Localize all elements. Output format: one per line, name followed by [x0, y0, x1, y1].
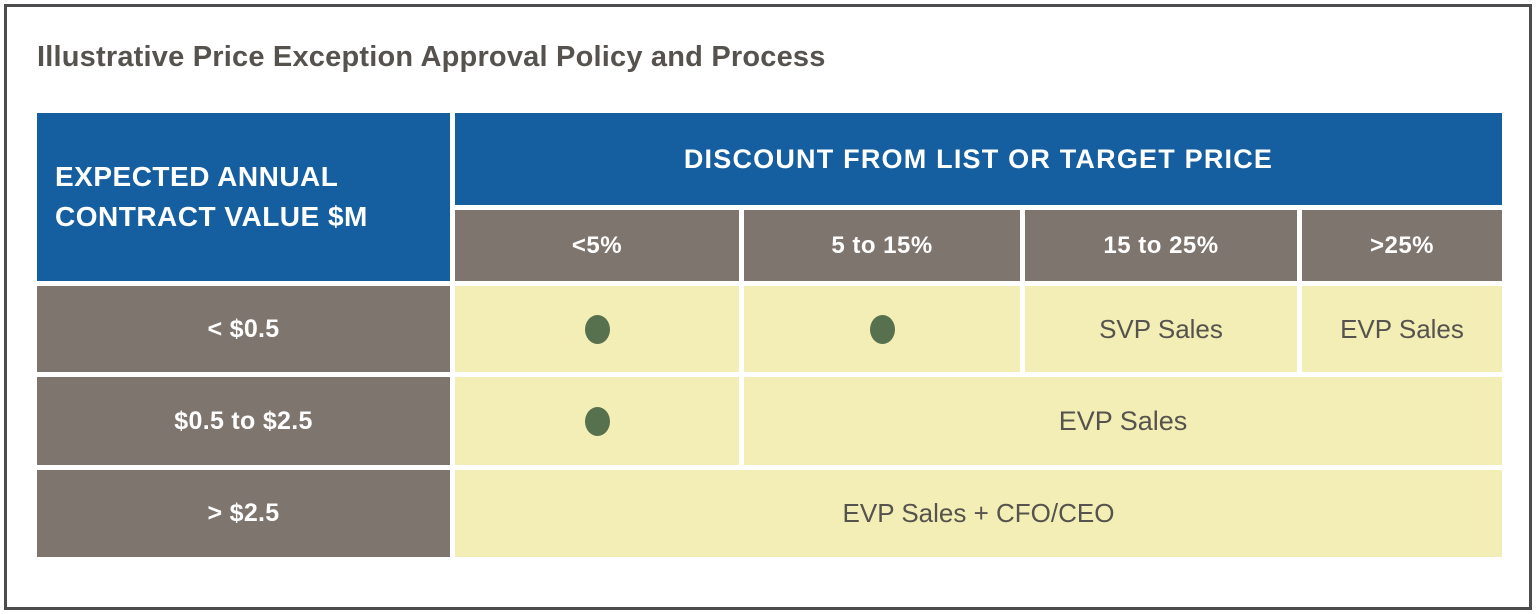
page-title: Illustrative Price Exception Approval Po…: [37, 41, 826, 73]
cell-row2-lt5pct-dot: [455, 377, 739, 465]
row-group-header-line1: EXPECTED ANNUAL: [55, 161, 339, 192]
row-group-header-expected-annual-contract-value: EXPECTED ANNUAL CONTRACT VALUE $M: [37, 113, 450, 281]
cell-row2-merged-evp-sales: EVP Sales: [744, 377, 1502, 465]
approval-policy-table: EXPECTED ANNUAL CONTRACT VALUE $M DISCOU…: [37, 113, 1502, 557]
cell-row1-15to25pct: SVP Sales: [1025, 286, 1297, 372]
column-header-15-to-25pct: 15 to 25%: [1025, 210, 1297, 281]
row-label-gt-2-5: > $2.5: [37, 470, 450, 557]
column-header-5-to-15pct: 5 to 15%: [744, 210, 1020, 281]
row-label-0-5-to-2-5: $0.5 to $2.5: [37, 377, 450, 465]
approval-dot-icon: [584, 406, 610, 436]
row-group-header-line2: CONTRACT VALUE $M: [55, 201, 368, 232]
column-header-lt-5pct: <5%: [455, 210, 739, 281]
column-header-gt-25pct: >25%: [1302, 210, 1502, 281]
approval-dot-icon: [869, 314, 895, 344]
cell-row1-lt5pct-dot: [455, 286, 739, 372]
cell-row1-5to15pct-dot: [744, 286, 1020, 372]
column-group-header-discount: DISCOUNT FROM LIST OR TARGET PRICE: [455, 113, 1502, 205]
approval-dot-icon: [584, 314, 610, 344]
row-label-lt-0-5: < $0.5: [37, 286, 450, 372]
cell-row3-merged-evp-cfo-ceo: EVP Sales + CFO/CEO: [455, 470, 1502, 557]
cell-row1-gt25pct: EVP Sales: [1302, 286, 1502, 372]
